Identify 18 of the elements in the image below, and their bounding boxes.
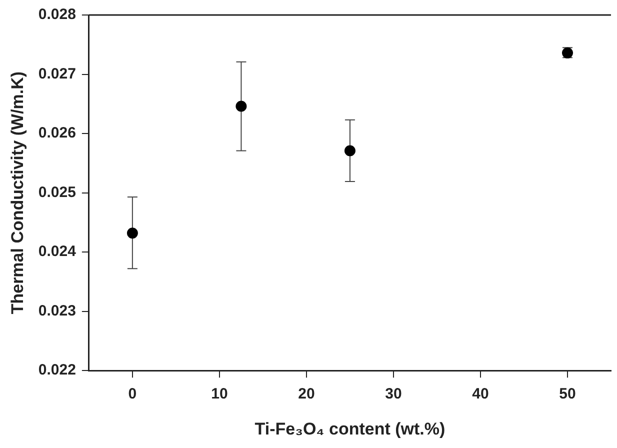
y-tick-label: 0.023 — [38, 302, 76, 320]
x-tick-label: 50 — [559, 386, 576, 403]
x-tick-label: 20 — [298, 386, 315, 403]
y-tick-label: 0.028 — [38, 6, 76, 24]
y-tick-label: 0.026 — [38, 124, 76, 142]
x-axis-title: Ti-Fe₃O₄ content (wt.%) — [254, 419, 446, 438]
x-tick-label: 40 — [472, 386, 489, 403]
y-tick-label: 0.022 — [38, 362, 76, 379]
point — [126, 228, 138, 239]
y-tick-label: 0.027 — [38, 65, 76, 82]
x-tick-label: 30 — [385, 386, 402, 403]
y-tick-label: 0.025 — [38, 184, 76, 201]
x-tick-label: 0 — [128, 386, 137, 403]
point — [236, 100, 247, 112]
x-tick-label: 10 — [211, 386, 228, 403]
y-tick-label: 0.024 — [38, 243, 77, 260]
y-axis-title: Thermal Conductivity (W/m.K) — [8, 71, 27, 314]
point — [344, 145, 356, 156]
